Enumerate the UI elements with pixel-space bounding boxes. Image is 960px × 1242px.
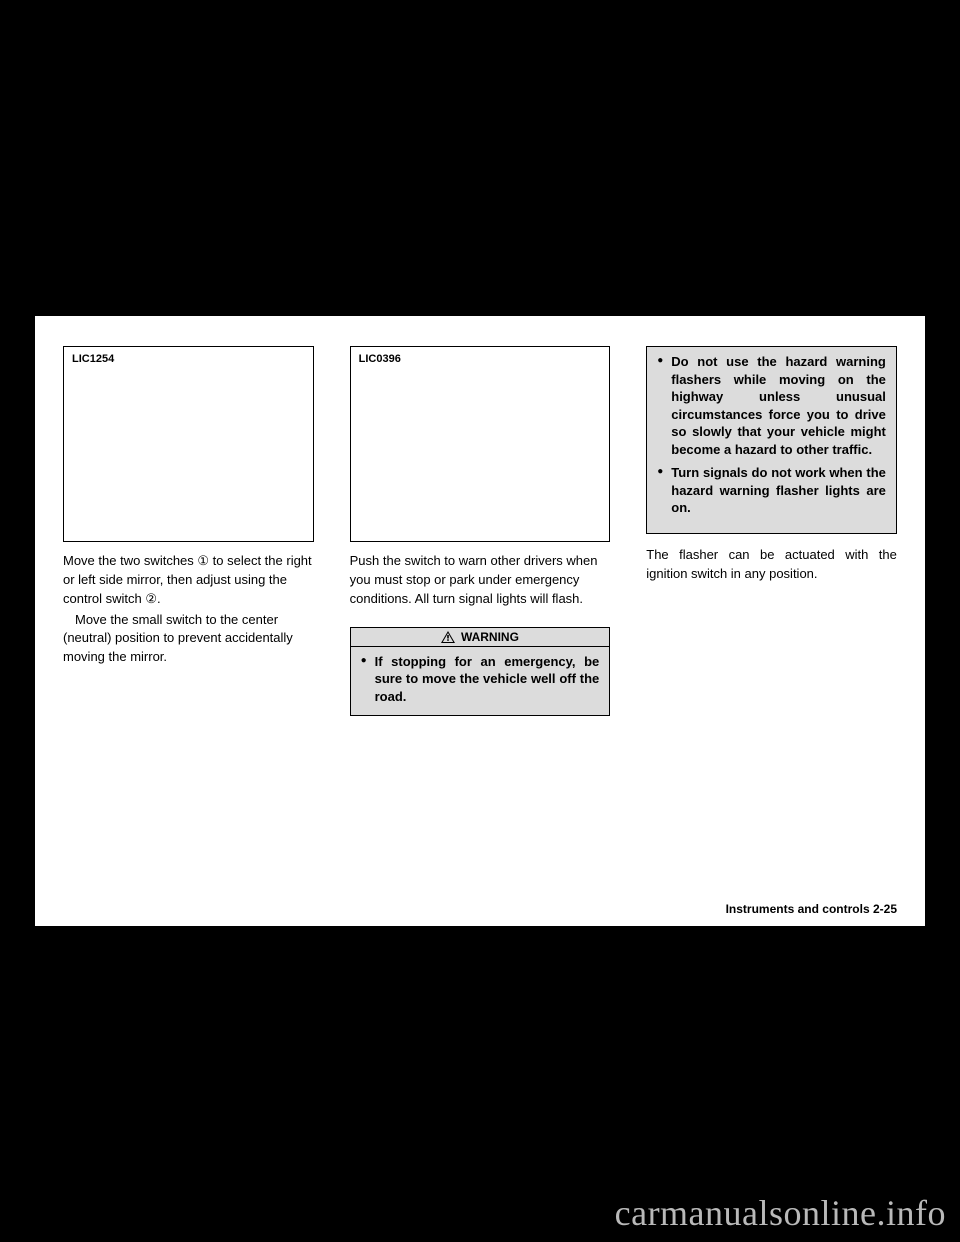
column-1: LIC1254 Move the two switches ① to selec…: [35, 316, 332, 926]
col3-after-text: The flasher can be actuated with the ign…: [646, 546, 897, 584]
footer-page-number: 2-25: [873, 902, 897, 916]
figure-label: LIC1254: [72, 353, 114, 365]
col3-after-para: The flasher can be actuated with the ign…: [646, 546, 897, 584]
warning-list: If stopping for an emergency, be sure to…: [361, 653, 600, 706]
column-3: Do not use the hazard warning flashers w…: [628, 316, 925, 926]
col1-para-1: Move the two switches ① to select the ri…: [63, 552, 314, 609]
warning-header-label: WARNING: [461, 630, 519, 644]
three-column-layout: LIC1254 Move the two switches ① to selec…: [35, 316, 925, 926]
warning-cont-item-2: Turn signals do not work when the hazard…: [657, 464, 886, 517]
figure-hazard-switch: LIC0396: [350, 346, 611, 542]
warning-box: WARNING If stopping for an emergency, be…: [350, 627, 611, 717]
warning-continuation-box: Do not use the hazard warning flashers w…: [646, 346, 897, 534]
page-footer: Instruments and controls 2-25: [726, 902, 897, 916]
col2-intro-para: Push the switch to warn other drivers wh…: [350, 552, 611, 609]
figure-mirror-switch: LIC1254: [63, 346, 314, 542]
warning-continuation-list: Do not use the hazard warning flashers w…: [657, 353, 886, 517]
warning-cont-item-1: Do not use the hazard warning flashers w…: [657, 353, 886, 458]
figure-label: LIC0396: [359, 353, 401, 365]
warning-body: If stopping for an emergency, be sure to…: [351, 647, 610, 716]
warning-header: WARNING: [351, 628, 610, 647]
column-2: LIC0396 Push the switch to warn other dr…: [332, 316, 629, 926]
watermark-text: carmanualsonline.info: [615, 1192, 946, 1234]
warning-continuation-body: Do not use the hazard warning flashers w…: [647, 347, 896, 533]
page-wrap: LIC1254 Move the two switches ① to selec…: [0, 0, 960, 1242]
col1-body-text: Move the two switches ① to select the ri…: [63, 552, 314, 669]
col1-para-2: Move the small switch to the center (neu…: [63, 611, 314, 668]
manual-page: LIC1254 Move the two switches ① to selec…: [35, 316, 925, 926]
warning-triangle-icon: [441, 631, 455, 643]
col2-intro-text: Push the switch to warn other drivers wh…: [350, 552, 611, 611]
footer-section-label: Instruments and controls: [726, 902, 870, 916]
warning-item: If stopping for an emergency, be sure to…: [361, 653, 600, 706]
